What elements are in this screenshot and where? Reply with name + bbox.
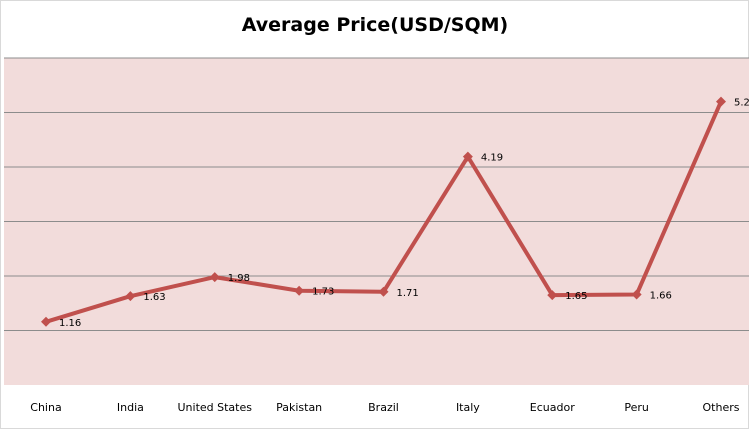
data-markers [41, 96, 726, 327]
data-point-marker [462, 151, 473, 162]
x-tick-label: Pakistan [276, 401, 322, 414]
data-label: 1.65 [565, 291, 587, 302]
data-point-marker [41, 316, 51, 327]
data-point-marker [294, 285, 305, 296]
data-label: 1.73 [312, 287, 334, 298]
x-tick-label: India [117, 401, 144, 414]
data-label: 1.63 [143, 292, 165, 303]
x-tick-label: United States [178, 401, 253, 414]
data-point-marker [716, 96, 726, 107]
data-labels: 1.16 1.63 1.98 1.73 1.71 4.19 1.65 1.66 5.2 [59, 98, 750, 329]
chart-title: Average Price(USD/SQM) [241, 14, 509, 36]
x-tick-label: Others [703, 401, 740, 414]
data-point-marker [125, 291, 136, 302]
x-tick-label: Peru [624, 401, 649, 414]
gridlines [4, 57, 749, 331]
data-label: 4.19 [481, 153, 503, 164]
data-label: 5.2 [734, 98, 750, 109]
data-label: 1.71 [397, 288, 419, 299]
data-point-marker [378, 286, 389, 297]
x-tick-label: Italy [456, 401, 480, 414]
data-point-marker [631, 289, 642, 300]
data-point-marker [547, 290, 558, 301]
x-tick-label: Ecuador [530, 401, 575, 414]
x-axis-labels: China India United States Pakistan Brazil Ita… [30, 401, 739, 414]
data-label: 1.66 [650, 291, 672, 302]
data-label: 1.98 [228, 273, 250, 284]
x-tick-label: China [30, 401, 61, 414]
x-tick-label: Brazil [368, 401, 399, 414]
data-label: 1.16 [59, 318, 81, 329]
data-point-marker [209, 272, 220, 283]
